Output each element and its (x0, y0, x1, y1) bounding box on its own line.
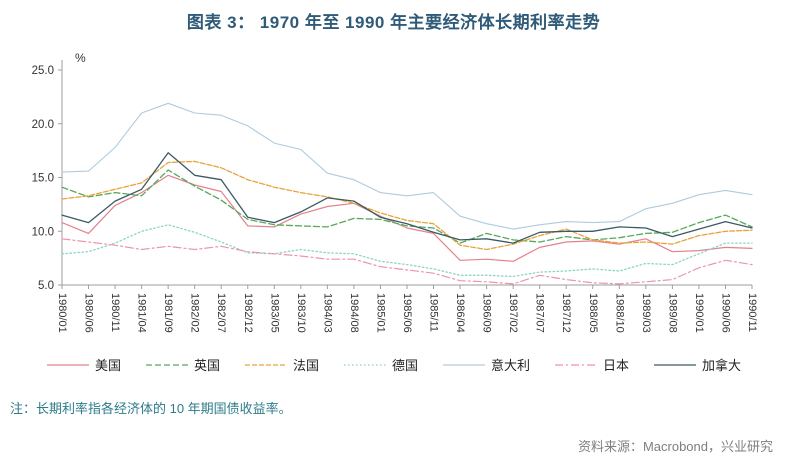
x-tick-label: 1987/12 (560, 293, 572, 333)
series-line-japan (61, 238, 753, 285)
x-tick-label: 1982/12 (242, 293, 254, 333)
x-tick-label: 1989/03 (640, 293, 652, 333)
legend-item-france: 法国 (244, 355, 319, 374)
x-tick-label: 1980/01 (56, 293, 68, 333)
y-tick-label: 5.0 (38, 280, 54, 292)
x-tick-label: 1988/10 (613, 293, 625, 333)
x-tick-label: 1985/01 (374, 293, 386, 333)
legend-swatch-italy (443, 363, 485, 366)
x-tick-label: 1980/06 (83, 293, 95, 333)
x-tick-label: 1986/04 (454, 293, 466, 333)
data-source: 资料来源：Macrobond，兴业研究 (577, 439, 773, 454)
series-line-italy (61, 102, 753, 230)
x-tick-label: 1983/05 (268, 293, 280, 333)
legend-label-france: 法国 (292, 358, 319, 373)
legend-swatch-japan (555, 363, 598, 366)
series-line-france (61, 160, 753, 251)
x-tick-label: 1984/03 (321, 293, 333, 333)
x-tick-label: 1989/08 (666, 293, 678, 333)
legend-item-canada: 加拿大 (653, 355, 741, 374)
legend-label-italy: 意大利 (491, 358, 531, 373)
legend-label-canada: 加拿大 (702, 358, 742, 373)
legend-label-germany: 德国 (391, 358, 418, 373)
legend-swatch-us (46, 363, 89, 366)
x-tick-label: 1990/01 (693, 293, 705, 333)
y-tick-label: 15.0 (32, 173, 54, 185)
x-tick-label: 1987/02 (507, 293, 519, 333)
y-tick-label: 25.0 (32, 65, 54, 77)
x-tick-label: 1982/02 (189, 293, 201, 333)
x-tick-label: 1990/11 (746, 293, 758, 332)
x-tick-label: 1986/09 (481, 293, 493, 333)
x-tick-label: 1985/11 (428, 293, 440, 332)
line-chart: 5.0 10.0 15.0 20.0 25.0% 1980/01 1980/06 1980/1… (32, 51, 758, 333)
y-tick-label: 10.0 (32, 226, 54, 238)
legend-swatch-uk (145, 363, 188, 366)
y-tick-label: 20.0 (32, 119, 54, 131)
chart-legend: 美国 英国 法国 德国 意大利 日本 加拿大 (0, 355, 787, 374)
legend-item-germany: 德国 (343, 355, 418, 374)
x-tick-label: 1980/11 (109, 293, 121, 332)
legend-item-us: 美国 (46, 355, 121, 374)
series-line-us (61, 174, 753, 262)
legend-item-japan: 日本 (554, 355, 629, 374)
legend-label-uk: 英国 (193, 358, 220, 373)
legend-item-uk: 英国 (145, 355, 220, 374)
legend-label-us: 美国 (94, 358, 121, 373)
y-unit-label: % (75, 51, 86, 65)
x-tick-label: 1988/05 (587, 293, 599, 333)
legend-swatch-germany (343, 363, 386, 366)
legend-swatch-canada (654, 363, 697, 366)
x-tick-label: 1985/06 (401, 293, 413, 333)
x-tick-label: 1983/10 (295, 293, 307, 333)
footnote: 注：长期利率指各经济体的 10 年期国债收益率。 (10, 401, 292, 416)
series-line-canada (61, 152, 753, 244)
x-tick-label: 1990/06 (719, 293, 731, 333)
x-tick-label: 1984/08 (348, 293, 360, 333)
legend-label-japan: 日本 (603, 358, 630, 373)
series-line-germany (61, 224, 753, 278)
legend-swatch-france (244, 363, 287, 366)
x-tick-label: 1981/04 (136, 293, 148, 333)
chart-title: 图表 3： 1970 年至 1990 年主要经济体长期利率走势 (186, 13, 601, 32)
series-line-uk (61, 169, 753, 244)
x-tick-label: 1987/07 (534, 293, 546, 333)
x-tick-label: 1981/09 (162, 293, 174, 333)
legend-item-italy: 意大利 (442, 355, 530, 374)
x-tick-label: 1982/07 (215, 293, 227, 333)
